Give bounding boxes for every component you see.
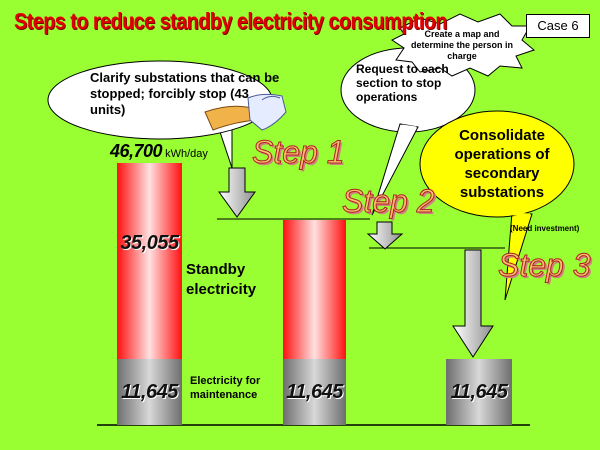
standby-label: Standby electricity (186, 261, 257, 298)
pointing-hand-icon (204, 93, 287, 131)
total-unit: kWh/day (165, 148, 208, 160)
step1-arrow (218, 167, 256, 218)
map-callout-text: Create a map and determine the person in… (410, 29, 514, 61)
step2-callout-text: Request to each section to stop operatio… (356, 62, 449, 104)
total-number: 46,700 (110, 141, 163, 161)
page-title: Steps to reduce standby electricity cons… (14, 8, 448, 34)
investment-note: (Need investment) (510, 224, 580, 233)
bar1-maintenance (117, 359, 182, 425)
step1-callout-text: Clarify substations that can be stopped;… (90, 70, 280, 117)
step2-arrow (366, 221, 404, 250)
bar2-standby (283, 220, 346, 359)
map-bubble (391, 13, 536, 77)
maintenance-label: Electricity for maintenance (190, 375, 261, 401)
step1-label: Step 1 (252, 134, 346, 171)
bar3-maintenance (446, 359, 512, 425)
step3-arrow (452, 249, 494, 358)
step3-label: Step 3 (498, 247, 592, 284)
bar1-standby (117, 163, 182, 359)
step3-callout-text: Consolidate operations of secondary subs… (454, 127, 550, 201)
bar1-standby-value: 35,055 (120, 232, 179, 254)
bar2-maintenance-value: 11,645 (286, 381, 343, 403)
bar2-maintenance (283, 359, 346, 425)
step2-label: Step 2 (342, 183, 436, 220)
bubble3 (419, 110, 575, 218)
total-value: 46,700 kWh/day (110, 141, 208, 162)
bar1-maintenance-value: 11,645 (121, 381, 178, 403)
case-badge: Case 6 (526, 14, 590, 38)
bar3-maintenance-value: 11,645 (450, 381, 508, 403)
